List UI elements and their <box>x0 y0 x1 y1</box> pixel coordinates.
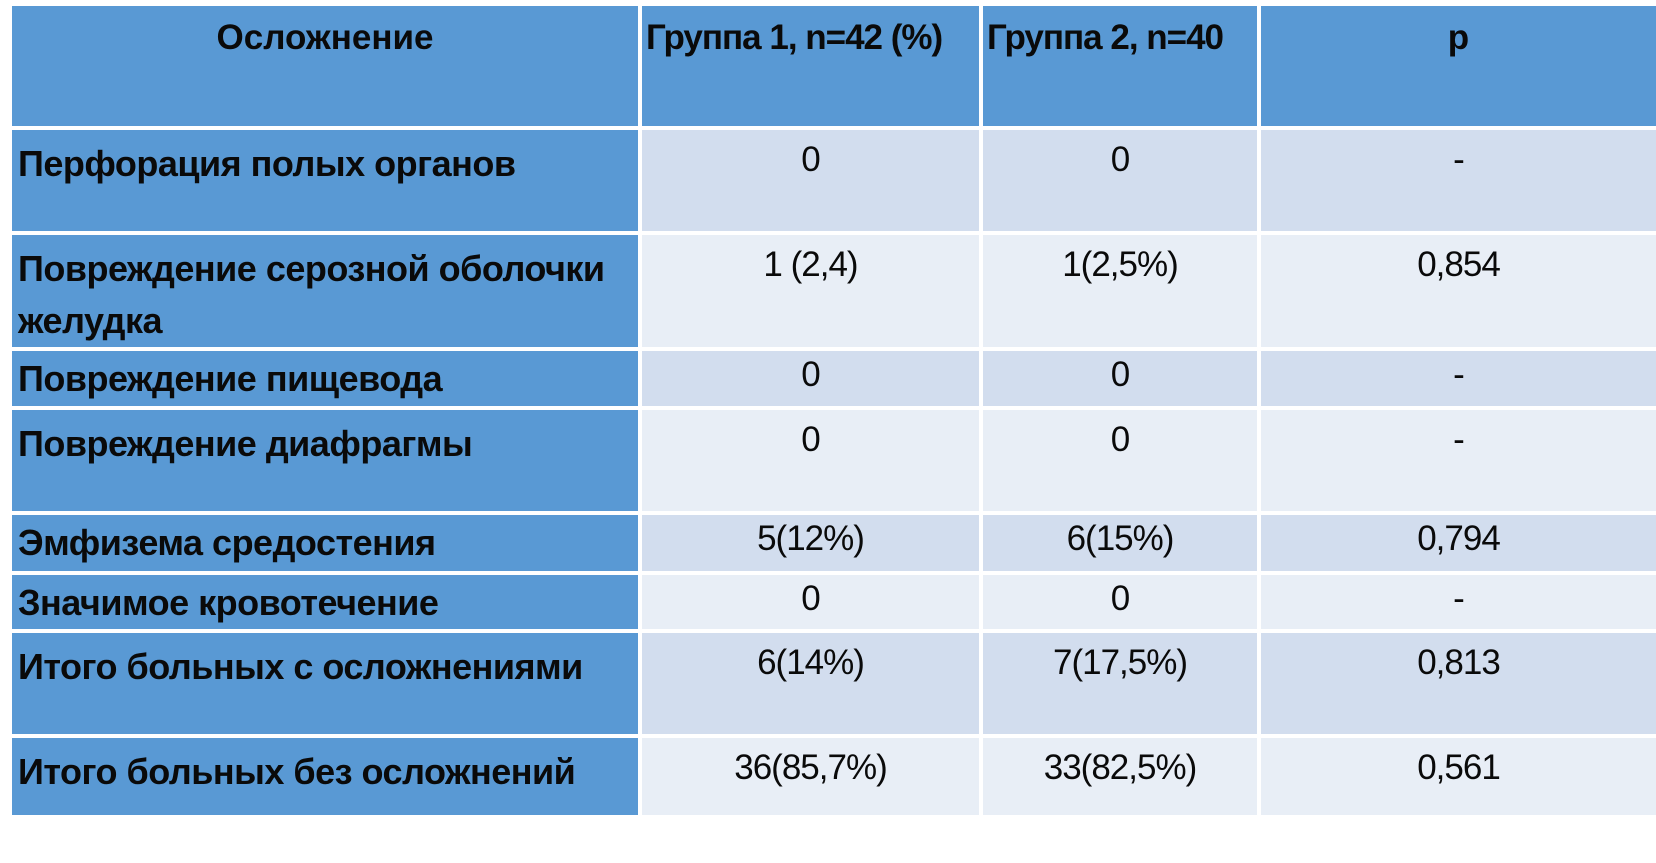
table-row: Итого больных с осложнениями 6(14%) 7(17… <box>12 632 1656 738</box>
row-label: Итого больных с осложнениями <box>12 632 642 738</box>
table-row: Повреждение диафрагмы 0 0 - <box>12 409 1656 515</box>
group2-value: 1(2,5%) <box>983 235 1261 352</box>
group2-value: 7(17,5%) <box>983 632 1261 738</box>
group1-value: 1 (2,4) <box>642 235 983 352</box>
p-value: - <box>1261 351 1656 410</box>
p-value: - <box>1261 409 1656 515</box>
group1-value: 0 <box>642 130 983 235</box>
table-row: Эмфизема средостения 5(12%) 6(15%) 0,794 <box>12 514 1656 575</box>
group1-value: 6(14%) <box>642 632 983 738</box>
group2-value: 0 <box>983 351 1261 410</box>
row-label: Значимое кровотечение <box>12 574 642 633</box>
row-label: Повреждение диафрагмы <box>12 409 642 515</box>
p-value: - <box>1261 130 1656 235</box>
p-value: 0,794 <box>1261 514 1656 575</box>
p-value: 0,813 <box>1261 632 1656 738</box>
p-value: 0,854 <box>1261 235 1656 352</box>
group1-value: 0 <box>642 351 983 410</box>
table-row: Значимое кровотечение 0 0 - <box>12 574 1656 633</box>
row-label: Перфорация полых органов <box>12 130 642 235</box>
group2-value: 0 <box>983 574 1261 633</box>
column-header-complication: Осложнение <box>12 6 642 130</box>
table-body: Перфорация полых органов 0 0 - Поврежден… <box>12 130 1656 819</box>
group1-value: 36(85,7%) <box>642 737 983 819</box>
complications-table: Осложнение Группа 1, n=42 (%) Группа 2, … <box>12 6 1656 819</box>
complications-table-container: Осложнение Группа 1, n=42 (%) Группа 2, … <box>12 6 1656 819</box>
group2-value: 0 <box>983 130 1261 235</box>
group1-value: 0 <box>642 574 983 633</box>
row-label: Итого больных без осложнений <box>12 737 642 819</box>
group1-value: 5(12%) <box>642 514 983 575</box>
row-label: Повреждение серозной оболочки желудка <box>12 235 642 352</box>
group1-value: 0 <box>642 409 983 515</box>
p-value: 0,561 <box>1261 737 1656 819</box>
group2-value: 33(82,5%) <box>983 737 1261 819</box>
table-row: Повреждение серозной оболочки желудка 1 … <box>12 235 1656 352</box>
row-label: Повреждение пищевода <box>12 351 642 410</box>
table-header: Осложнение Группа 1, n=42 (%) Группа 2, … <box>12 6 1656 130</box>
table-row: Итого больных без осложнений 36(85,7%) 3… <box>12 737 1656 819</box>
group2-value: 6(15%) <box>983 514 1261 575</box>
table-row: Перфорация полых органов 0 0 - <box>12 130 1656 235</box>
column-header-group1: Группа 1, n=42 (%) <box>642 6 983 130</box>
p-value: - <box>1261 574 1656 633</box>
group2-value: 0 <box>983 409 1261 515</box>
table-row: Повреждение пищевода 0 0 - <box>12 351 1656 410</box>
column-header-p-value: p <box>1261 6 1656 130</box>
header-row: Осложнение Группа 1, n=42 (%) Группа 2, … <box>12 6 1656 130</box>
column-header-group2: Группа 2, n=40 <box>983 6 1261 130</box>
row-label: Эмфизема средостения <box>12 514 642 575</box>
